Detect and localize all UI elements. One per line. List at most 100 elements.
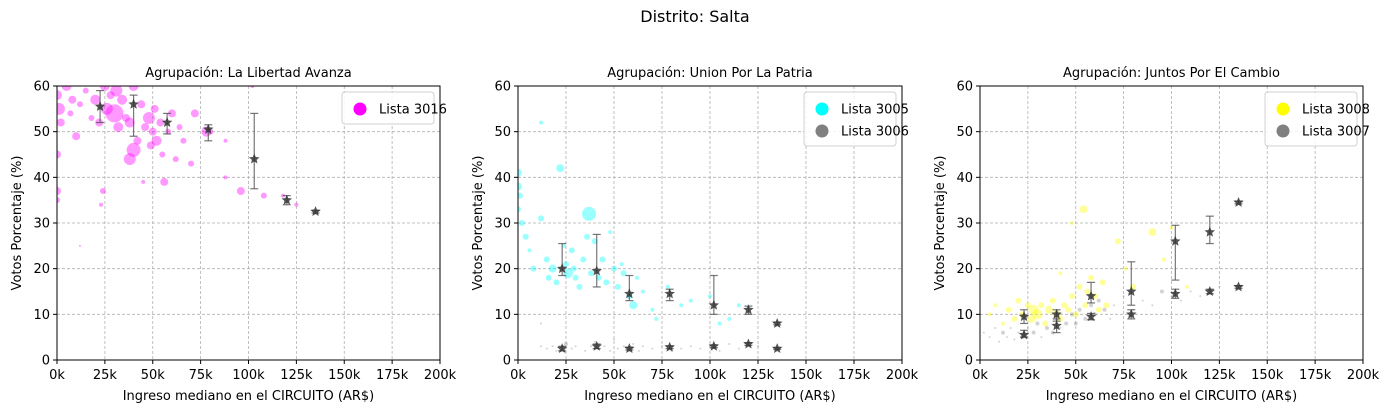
data-point: [1113, 304, 1116, 307]
data-point: [522, 233, 529, 240]
data-point: [1068, 293, 1075, 300]
data-point: [72, 132, 81, 141]
data-point: [530, 265, 537, 272]
data-point: [1064, 321, 1069, 326]
data-point: [1073, 321, 1078, 326]
data-point: [1099, 279, 1106, 286]
data-point: [99, 188, 106, 195]
data-point: [527, 248, 532, 253]
y-tick-label: 60: [956, 80, 973, 95]
x-tick-label: 150k: [1251, 368, 1284, 383]
x-tick-label: 0k: [972, 368, 988, 383]
data-point: [1102, 307, 1107, 312]
data-point: [998, 340, 1001, 343]
data-point: [57, 102, 65, 115]
mean-star-marker: [1018, 311, 1030, 322]
x-tick-label: 125k: [280, 368, 313, 383]
data-point: [1011, 315, 1018, 322]
data-point: [679, 303, 684, 308]
mean-star-marker: [310, 206, 321, 217]
data-point: [1058, 271, 1063, 276]
mean-star-marker: [708, 299, 720, 310]
data-point: [1017, 331, 1020, 334]
data-point: [665, 284, 670, 289]
x-tick-label: 0k: [510, 368, 526, 383]
data-point: [620, 270, 627, 277]
mean-star-marker: [1126, 286, 1137, 296]
data-point: [568, 247, 575, 254]
mean-star-marker: [161, 117, 173, 127]
mean-star-marker: [281, 194, 293, 205]
mean-star-marker: [624, 288, 635, 299]
data-point: [1049, 297, 1056, 304]
y-tick-label: 60: [33, 80, 50, 95]
x-axis-label: Ingreso mediano en el CIRCUITO (AR$): [584, 389, 836, 404]
y-tick-label: 40: [494, 171, 511, 186]
legend-marker: [1276, 102, 1290, 116]
data-point: [1028, 304, 1039, 315]
data-point: [1096, 298, 1101, 303]
data-point: [603, 345, 606, 348]
data-point: [563, 261, 569, 268]
data-point: [640, 289, 645, 294]
y-tick-label: 0: [503, 354, 511, 369]
data-point: [562, 243, 567, 248]
mean-star-marker: [1204, 286, 1216, 296]
y-tick-label: 50: [956, 125, 973, 140]
mean-star-marker: [1051, 308, 1062, 319]
data-point: [1013, 338, 1016, 341]
y-tick-label: 30: [33, 217, 50, 232]
y-tick-label: 20: [33, 262, 50, 277]
mean-star-marker: [591, 265, 602, 276]
data-point: [1218, 285, 1221, 288]
legend-box: [341, 91, 435, 125]
data-point: [576, 283, 583, 290]
x-tick-label: 175k: [1299, 368, 1332, 383]
data-point: [1031, 330, 1036, 335]
legend-label: Lista 3008: [1302, 103, 1370, 118]
data-point: [574, 345, 577, 348]
data-point: [994, 327, 997, 330]
data-point: [718, 349, 721, 352]
data-point: [57, 90, 62, 101]
x-tick-label: 125k: [1203, 368, 1236, 383]
data-point: [564, 342, 568, 347]
data-point: [1079, 205, 1088, 214]
y-axis-label: Votos Porcentaje (%): [471, 156, 486, 291]
y-tick-label: 30: [956, 217, 973, 232]
data-point: [223, 138, 228, 143]
y-tick-label: 40: [33, 171, 50, 186]
data-point: [599, 256, 606, 263]
data-point: [1000, 321, 1005, 326]
data-point: [1026, 327, 1029, 330]
figure-title: Distrito: Salta: [640, 7, 750, 26]
legend-marker: [353, 102, 367, 116]
chart-title: Agrupación: Union Por La Patria: [607, 66, 813, 81]
mean-star-marker: [1233, 196, 1244, 207]
data-point: [708, 294, 712, 299]
data-point: [988, 336, 991, 339]
data-point: [110, 86, 123, 97]
data-point: [137, 100, 146, 109]
data-point: [1082, 302, 1089, 309]
legend: Lista 3008 Lista 3007: [1264, 91, 1370, 147]
data-point: [582, 206, 597, 221]
data-point: [587, 270, 594, 277]
data-point: [1184, 284, 1189, 289]
data-point: [1151, 304, 1154, 307]
data-point: [1077, 307, 1082, 312]
y-tick-label: 20: [956, 262, 973, 277]
data-point: [661, 345, 663, 348]
legend-marker: [815, 102, 829, 116]
data-point: [545, 274, 552, 281]
x-tick-label: 25k: [554, 368, 579, 383]
data-point: [539, 120, 544, 125]
data-point: [78, 244, 81, 247]
data-point: [88, 114, 95, 121]
y-tick-label: 40: [956, 171, 973, 186]
data-point: [613, 338, 615, 341]
data-point: [156, 118, 165, 127]
data-point: [1059, 327, 1062, 330]
data-point: [556, 164, 565, 173]
